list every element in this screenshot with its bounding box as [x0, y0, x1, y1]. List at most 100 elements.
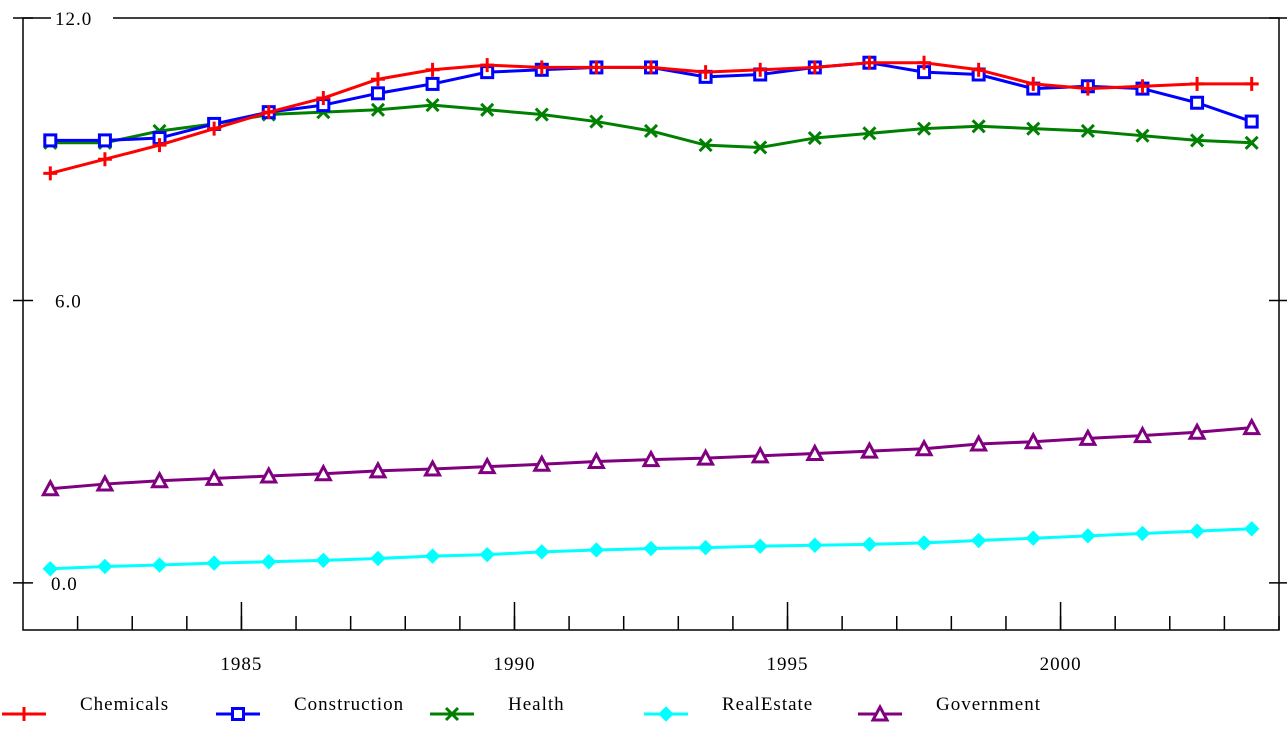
data-point-government-shape [696, 448, 716, 466]
data-point-realestate [1189, 523, 1205, 539]
legend-label: Chemicals [80, 694, 169, 715]
data-point-realestate-shape [42, 561, 59, 577]
legend-marker [231, 707, 245, 721]
data-point-government [423, 458, 443, 477]
data-point-health-b [916, 121, 932, 136]
data-point-realestate-shape [970, 532, 987, 549]
legend-marker [870, 703, 890, 722]
data-point-construction [1244, 114, 1259, 129]
data-point-government-shape [969, 433, 989, 452]
data-point-government-shape [1078, 428, 1098, 446]
data-point-government [696, 448, 716, 466]
data-point-realestate [697, 539, 714, 556]
data-point-government-shape [859, 440, 879, 459]
legend-marker-box [231, 707, 245, 721]
data-point-realestate [752, 538, 768, 554]
legend-marker-b [444, 706, 460, 722]
data-point-realestate-shape [424, 548, 441, 564]
data-point-health [1244, 135, 1259, 150]
data-point-health [480, 102, 495, 117]
data-point-health [1080, 123, 1095, 139]
legend-label: RealEstate [722, 694, 813, 715]
data-point-government [259, 465, 279, 484]
data-point-realestate-shape [1134, 525, 1151, 542]
data-point-government [586, 451, 606, 469]
x-tick-label: 2000 [1040, 654, 1082, 675]
data-point-construction-box [1190, 95, 1205, 110]
data-point-health-b [971, 119, 986, 134]
series-layer [40, 55, 1262, 577]
data-point-health [1026, 121, 1041, 136]
data-point-health [971, 119, 986, 134]
data-point-government-shape [1132, 425, 1152, 444]
data-point-chemicals [1190, 76, 1205, 91]
data-point-health [698, 138, 713, 153]
data-point-health [370, 102, 386, 117]
data-point-government-shape [204, 468, 224, 486]
legend-label: Government [936, 694, 1041, 715]
data-point-construction [370, 86, 385, 101]
x-tick-label: 1990 [493, 654, 535, 675]
data-point-realestate-shape [315, 552, 332, 569]
data-point-construction-box [97, 133, 112, 148]
data-point-realestate-shape [1243, 521, 1260, 537]
data-point-realestate [315, 552, 332, 569]
data-point-government-shape [477, 456, 497, 475]
data-point-government-shape [259, 465, 279, 484]
data-point-realestate [1025, 530, 1041, 546]
data-point-government [368, 460, 388, 479]
legend-marker-shape [658, 706, 674, 722]
data-point-government-shape [95, 473, 115, 492]
data-point-government [313, 463, 333, 482]
data-point-realestate-shape [479, 546, 495, 563]
data-point-construction-box [43, 133, 58, 148]
data-point-government [641, 449, 661, 468]
data-point-government-shape [313, 463, 333, 482]
data-point-construction-box [370, 86, 385, 101]
data-point-chemicals [917, 55, 932, 70]
y-tick-label: 12.0 [55, 9, 92, 30]
y-tick-label: 6.0 [55, 291, 82, 312]
data-point-government [204, 468, 224, 486]
data-point-realestate [479, 546, 495, 563]
data-point-government-shape [1187, 422, 1207, 440]
data-point-health-b [1026, 121, 1041, 136]
data-point-construction [425, 76, 440, 91]
data-point-health [807, 130, 822, 146]
data-point-health-b [425, 98, 440, 113]
data-point-government [95, 473, 115, 492]
data-point-realestate [1243, 521, 1260, 537]
data-point-chemicals [534, 60, 549, 75]
data-point-health [643, 123, 659, 139]
data-point-health [916, 121, 932, 136]
data-point-health-b [753, 140, 768, 155]
data-point-construction-box [425, 76, 440, 91]
legend-marker [444, 706, 460, 722]
data-point-government-shape [750, 445, 770, 464]
data-point-chemicals [971, 62, 986, 77]
data-point-health-b [807, 130, 822, 146]
data-point-chemicals [207, 121, 222, 136]
x-tick-label: 1995 [767, 654, 809, 675]
data-point-chemicals [1135, 79, 1150, 94]
data-point-government [40, 478, 60, 497]
data-point-chemicals [370, 72, 385, 87]
data-point-realestate [97, 558, 113, 575]
data-point-chemicals [807, 60, 822, 75]
data-point-health-b [534, 107, 549, 122]
data-point-realestate-shape [534, 544, 550, 560]
data-point-health-b [698, 138, 713, 153]
data-point-government [914, 438, 934, 457]
data-point-realestate-shape [370, 550, 386, 567]
legend-marker [658, 706, 674, 722]
data-point-health [1135, 128, 1150, 143]
data-point-chemicals [152, 138, 167, 153]
legend-item-government: Government [858, 694, 1041, 722]
data-point-chemicals [1080, 81, 1095, 96]
data-point-government [150, 470, 170, 489]
data-point-realestate-shape [151, 557, 168, 573]
data-point-realestate [916, 535, 932, 551]
data-point-realestate-shape [1080, 528, 1096, 544]
data-point-chemicals [425, 62, 440, 77]
data-point-health [589, 114, 604, 129]
